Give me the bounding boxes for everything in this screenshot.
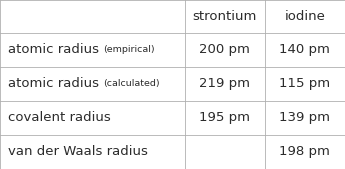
Text: 115 pm: 115 pm	[279, 77, 331, 90]
Text: covalent radius: covalent radius	[8, 112, 110, 125]
Text: iodine: iodine	[284, 10, 325, 23]
Text: atomic radius: atomic radius	[8, 43, 103, 56]
Text: (empirical): (empirical)	[103, 45, 155, 54]
Text: 198 pm: 198 pm	[279, 146, 330, 159]
Text: van der Waals radius: van der Waals radius	[8, 146, 147, 159]
Text: atomic radius: atomic radius	[8, 77, 103, 90]
Text: 200 pm: 200 pm	[199, 43, 250, 56]
Text: 140 pm: 140 pm	[279, 43, 330, 56]
Text: (calculated): (calculated)	[103, 79, 159, 89]
Text: 195 pm: 195 pm	[199, 112, 250, 125]
Text: strontium: strontium	[193, 10, 257, 23]
Text: 139 pm: 139 pm	[279, 112, 330, 125]
Text: 219 pm: 219 pm	[199, 77, 250, 90]
